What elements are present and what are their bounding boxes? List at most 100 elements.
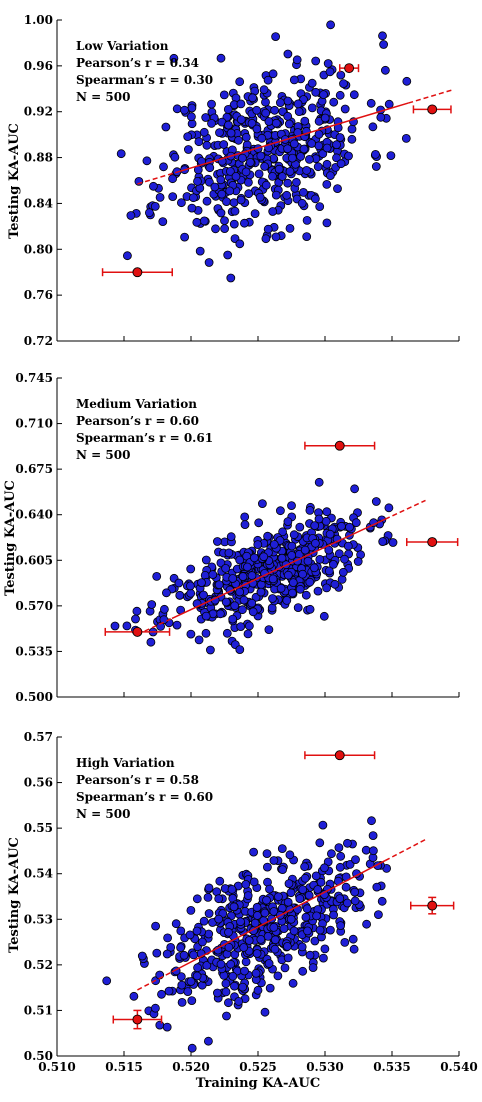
data-point: [333, 184, 342, 194]
data-point: [192, 894, 202, 904]
data-point: [225, 186, 235, 196]
data-point: [261, 180, 271, 190]
data-point: [338, 567, 348, 577]
data-point: [337, 521, 346, 531]
data-point: [285, 167, 295, 176]
data-point: [308, 963, 318, 972]
highlight-point-medium: [304, 440, 376, 451]
data-point: [219, 90, 229, 100]
data-point: [263, 75, 273, 85]
data-point: [371, 149, 380, 159]
data-point: [202, 961, 212, 970]
data-point: [237, 153, 247, 163]
data-point: [295, 584, 305, 594]
point-cloud-medium: [110, 477, 398, 655]
data-point: [315, 202, 325, 212]
data-point: [123, 251, 132, 261]
data-point: [377, 896, 387, 906]
data-point: [228, 574, 238, 583]
data-point: [305, 505, 315, 515]
data-point: [268, 594, 277, 603]
data-point: [223, 998, 233, 1008]
data-point: [242, 562, 252, 572]
data-point: [270, 935, 280, 945]
ylabel-low: Testing KA-AUC: [7, 123, 22, 239]
data-point: [314, 129, 324, 139]
ylabel-high: Testing KA-AUC: [7, 837, 22, 953]
data-point: [203, 1036, 213, 1046]
data-point: [297, 942, 307, 952]
data-point: [161, 588, 171, 598]
data-point: [239, 943, 249, 952]
data-point: [259, 85, 269, 95]
data-point: [300, 545, 310, 555]
data-point: [283, 49, 293, 59]
annotation-spearman-high: Spearman’s r = 0.60: [76, 790, 213, 804]
data-point: [230, 601, 240, 611]
data-point: [386, 151, 396, 161]
data-point: [268, 171, 277, 181]
data-point: [296, 152, 306, 161]
data-point: [239, 218, 249, 228]
data-point: [373, 910, 383, 919]
data-point: [159, 615, 169, 625]
data-point: [240, 966, 249, 976]
data-point: [192, 926, 202, 936]
data-point: [126, 211, 136, 220]
data-point: [174, 578, 184, 588]
data-point: [185, 581, 195, 591]
data-point: [313, 586, 323, 596]
data-point: [310, 521, 320, 530]
y-tick-label-medium: 0.640: [15, 508, 53, 522]
data-point: [345, 522, 354, 532]
data-point: [402, 76, 412, 86]
data-point: [199, 916, 209, 926]
data-point: [254, 169, 264, 179]
y-tick-label-medium: 0.675: [15, 462, 53, 476]
data-point: [186, 629, 196, 639]
data-point: [323, 59, 333, 68]
data-point: [229, 981, 239, 991]
data-point: [189, 950, 199, 960]
data-point: [202, 140, 212, 150]
data-point: [224, 942, 234, 952]
data-point: [195, 246, 205, 256]
data-point: [168, 174, 178, 184]
highlight-point-low: [101, 267, 173, 278]
data-point: [283, 953, 293, 963]
data-point: [310, 194, 320, 204]
data-point: [283, 897, 293, 907]
data-point: [260, 908, 270, 918]
data-point: [239, 595, 249, 605]
data-point: [298, 885, 308, 894]
data-point: [186, 906, 196, 915]
highlight-point-medium: [104, 626, 171, 637]
highlight-marker: [132, 267, 143, 278]
fit-line-high: [171, 859, 386, 973]
data-point: [253, 985, 263, 995]
data-point: [259, 552, 269, 562]
data-point: [337, 575, 347, 584]
data-point: [328, 560, 338, 569]
data-point: [212, 537, 222, 546]
data-point: [214, 894, 224, 904]
data-point: [186, 564, 196, 574]
data-point: [283, 96, 293, 106]
data-point: [295, 522, 305, 532]
data-point: [276, 583, 286, 593]
data-point: [244, 936, 254, 945]
data-point: [261, 108, 271, 118]
data-point: [220, 224, 230, 234]
y-tick-label-low: 0.80: [24, 242, 53, 256]
data-point: [289, 926, 299, 936]
data-point: [247, 598, 257, 608]
fit-line-left-medium: [137, 617, 173, 636]
data-point: [303, 556, 313, 566]
data-point: [199, 590, 208, 600]
data-point: [280, 963, 290, 973]
data-point: [176, 926, 186, 936]
data-point: [221, 979, 231, 988]
data-point: [313, 885, 323, 894]
data-point: [235, 645, 245, 654]
data-point: [162, 949, 172, 959]
